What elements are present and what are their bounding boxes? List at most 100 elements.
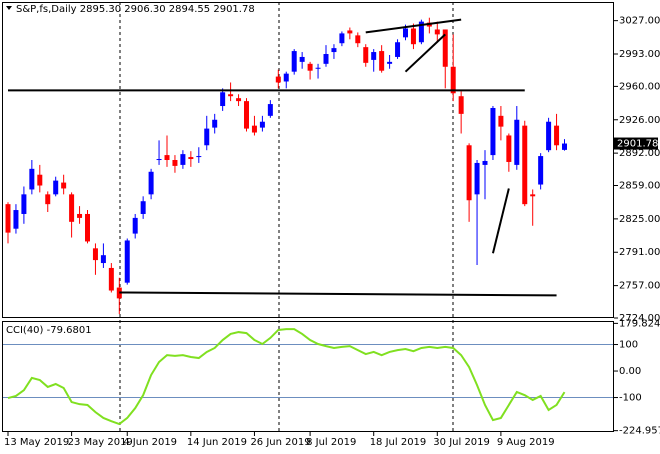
candle-body: [172, 160, 178, 166]
candle-body: [45, 194, 51, 205]
candle-body: [490, 107, 496, 156]
y-tick-label: 2825.00: [619, 214, 660, 225]
candle-body: [546, 121, 552, 151]
candle-body: [164, 155, 170, 160]
candle-body: [554, 125, 560, 146]
candle-body: [530, 194, 536, 197]
candle-body: [180, 154, 186, 165]
candle-body: [363, 47, 369, 63]
y-tick-label: 3027.00: [619, 16, 660, 27]
candle-body: [21, 194, 27, 214]
cci-panel-frame: [2, 321, 614, 432]
candle-body: [339, 33, 345, 44]
candle-body: [283, 73, 289, 82]
candle-body: [140, 201, 146, 214]
candle-body: [108, 267, 114, 291]
candle-body: [458, 96, 464, 114]
candle-body: [482, 160, 488, 165]
trendline: [404, 33, 446, 73]
candle-body: [418, 21, 424, 43]
candle-body: [204, 128, 210, 146]
trendline: [491, 188, 510, 254]
y-tick-label: 0.00: [619, 366, 641, 377]
candle-body: [124, 240, 130, 283]
candle-body: [562, 143, 567, 150]
candle-body: [299, 56, 305, 62]
candle-body: [506, 135, 512, 162]
candle-body: [156, 159, 162, 161]
candle-body: [291, 51, 297, 72]
candle-body: [37, 174, 43, 186]
candle-body: [379, 51, 385, 71]
x-tick-label: 26 Jun 2019: [250, 437, 310, 448]
x-tick-label: 18 Jul 2019: [370, 437, 427, 448]
x-tick-label: 13 May 2019: [4, 437, 69, 448]
trendline: [119, 291, 557, 297]
candle-body: [77, 213, 83, 218]
candle-body: [259, 121, 265, 128]
menu-triangle: [6, 6, 12, 10]
x-tick-label: 4 Jun 2019: [123, 437, 177, 448]
y-tick-label: 2926.00: [619, 115, 660, 126]
y-tick-label: 179.8248: [619, 318, 660, 329]
last-price-label: 2901.78: [617, 139, 658, 150]
candle-body: [53, 180, 59, 195]
candle-body: [387, 61, 393, 64]
candle-body: [5, 204, 11, 233]
candle-body: [522, 125, 528, 205]
candle-body: [220, 92, 226, 107]
cci-line: [7, 328, 566, 426]
y-tick-label: 2960.00: [619, 81, 660, 92]
candle-body: [538, 156, 544, 185]
candle-body: [514, 119, 520, 165]
candle-body: [29, 168, 35, 190]
candle-body: [188, 157, 194, 160]
candle-body: [212, 119, 218, 128]
symbol-header: S&P,fs,Daily 2895.30 2906.30 2894.55 290…: [16, 4, 255, 15]
candle-body: [307, 63, 313, 71]
y-tick-label: 2724.00: [619, 313, 660, 324]
candle-body: [148, 171, 154, 195]
candle-body: [267, 104, 273, 116]
x-tick-label: 23 May 2019: [68, 437, 133, 448]
candle-body: [100, 255, 106, 264]
candle-body: [442, 29, 448, 67]
candle-body: [403, 28, 408, 38]
candle-body: [244, 101, 249, 129]
candle-body: [323, 54, 329, 64]
y-tick-label: 2892.00: [619, 148, 660, 159]
candle-body: [331, 48, 337, 53]
candle-body: [434, 29, 440, 35]
last-price-box: [614, 137, 658, 150]
candle-body: [13, 210, 19, 229]
candle-body: [395, 42, 401, 57]
candle-body: [251, 125, 257, 133]
candle-body: [196, 156, 202, 158]
y-tick-label: 2791.00: [619, 247, 660, 258]
candle-body: [236, 98, 242, 102]
y-tick-label: -100: [619, 393, 642, 404]
y-tick-label: 2757.00: [619, 281, 660, 292]
candle-body: [85, 213, 90, 242]
candle-body: [355, 35, 361, 44]
plot-layer: 3027.00 2993.00 2960.00 2926.00 2892.00 2859.…: [2, 16, 660, 448]
candle-body: [92, 248, 98, 261]
y-tick-label: 2993.00: [619, 49, 660, 60]
candle-body: [228, 94, 234, 97]
trendline: [365, 18, 462, 34]
candle-body: [371, 52, 377, 60]
x-tick-label: 14 Jun 2019: [187, 437, 247, 448]
cci-title: CCI(40) -79.6801: [6, 325, 92, 336]
candle-body: [132, 217, 138, 234]
candle-body: [466, 145, 472, 201]
candle-body: [410, 28, 416, 45]
x-tick-label: 8 Jul 2019: [306, 437, 356, 448]
candle-body: [69, 194, 75, 222]
candle-body: [474, 162, 480, 195]
candle-body: [61, 182, 67, 189]
candle-body: [315, 67, 321, 69]
x-tick-label: 30 Jul 2019: [433, 437, 490, 448]
